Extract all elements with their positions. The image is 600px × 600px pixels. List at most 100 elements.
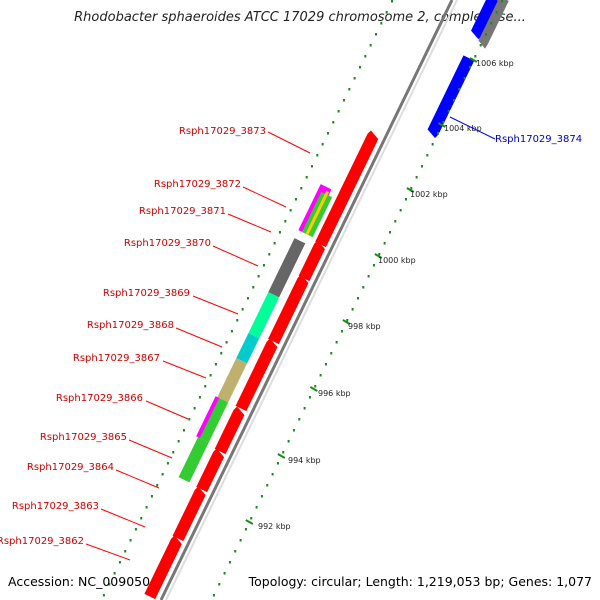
dotted-track-inner — [239, 539, 242, 542]
cog-sliver-b[interactable] — [305, 190, 330, 235]
gene-label-3866[interactable]: Rsph17029_3866 — [56, 393, 143, 404]
dotted-track-inner — [314, 385, 317, 388]
feature-track — [144, 0, 509, 600]
gene-label-3867[interactable]: Rsph17029_3867 — [73, 353, 160, 364]
cog-segment-4[interactable] — [236, 333, 260, 364]
cog-segment-2[interactable] — [268, 238, 306, 298]
dotted-track-outer — [177, 440, 180, 443]
kbp-tick-0 — [469, 57, 478, 63]
dotted-track-outer — [273, 242, 276, 245]
dotted-track-inner — [420, 165, 423, 168]
dotted-track-inner — [298, 418, 301, 421]
dotted-track-outer — [161, 473, 164, 476]
dotted-track-inner — [287, 440, 290, 443]
gene-label-3869[interactable]: Rsph17029_3869 — [103, 288, 190, 299]
dotted-track-inner — [367, 275, 370, 278]
dotted-track-outer — [369, 44, 372, 47]
dotted-track-outer — [214, 363, 217, 366]
gene-forward-4[interactable] — [214, 406, 245, 455]
gene-unknown-top[interactable] — [478, 0, 509, 49]
scale-label-1000: 1000 kbp — [378, 256, 416, 265]
dotted-track-inner — [458, 88, 461, 91]
dotted-track-outer — [294, 198, 297, 201]
kbp-tick-1 — [437, 122, 446, 128]
dotted-track-outer — [284, 220, 287, 223]
scale-label-1006: 1006 kbp — [476, 59, 514, 68]
gene-label-3868[interactable]: Rsph17029_3868 — [87, 320, 174, 331]
cog-sliver-a[interactable] — [196, 396, 220, 439]
gene-label-3873[interactable]: Rsph17029_3873 — [179, 126, 266, 137]
dotted-track-outer — [364, 55, 367, 58]
dotted-track-inner — [399, 209, 402, 212]
dotted-track-inner — [378, 253, 381, 256]
dotted-track-outer — [289, 209, 292, 212]
dotted-track-outer — [252, 286, 255, 289]
dotted-track-inner — [495, 11, 498, 14]
dotted-track-inner — [474, 55, 477, 58]
dotted-track-outer — [257, 275, 260, 278]
kbp-tick-3 — [374, 253, 383, 259]
dotted-track-inner — [255, 506, 258, 509]
dotted-track-inner — [442, 121, 445, 124]
scale-label-992: 992 kbp — [258, 522, 291, 531]
cog-segment-6[interactable] — [197, 397, 229, 443]
dotted-track-inner — [356, 297, 359, 300]
dotted-track-outer — [380, 22, 383, 25]
dotted-track-inner — [223, 572, 226, 575]
dotted-track-inner — [218, 583, 221, 586]
cog-segment-5[interactable] — [217, 358, 248, 403]
gene-reverse-0[interactable] — [471, 0, 499, 40]
dotted-track-outer — [337, 110, 340, 113]
gene-label-3865[interactable]: Rsph17029_3865 — [40, 432, 127, 443]
scale-label-1002: 1002 kbp — [410, 190, 448, 199]
dotted-track-outer — [145, 506, 148, 509]
gene-reverse-1[interactable] — [427, 55, 475, 138]
gene-forward-0[interactable] — [315, 130, 379, 248]
dotted-track-inner — [351, 308, 354, 311]
dotted-track-outer — [236, 319, 239, 322]
cog-segment-3[interactable] — [248, 292, 280, 339]
dotted-track-outer — [332, 121, 335, 124]
gene-label-3863[interactable]: Rsph17029_3863 — [12, 501, 99, 512]
dotted-track-inner — [490, 22, 493, 25]
dotted-track-outer — [321, 143, 324, 146]
gene-label-3871[interactable]: Rsph17029_3871 — [139, 206, 226, 217]
gene-label-3872[interactable]: Rsph17029_3872 — [154, 179, 241, 190]
dotted-track-inner — [404, 198, 407, 201]
dotted-track-outer — [188, 418, 191, 421]
cog-segment-7[interactable] — [178, 437, 209, 483]
dotted-track-outer — [140, 517, 143, 520]
gene-label-3864[interactable]: Rsph17029_3864 — [27, 462, 114, 473]
gene-forward-3[interactable] — [235, 338, 278, 412]
dotted-track-inner — [266, 484, 269, 487]
dotted-track-outer — [156, 484, 159, 487]
dotted-track-outer — [118, 561, 121, 564]
gene-forward-5[interactable] — [196, 448, 225, 493]
dotted-track-outer — [230, 330, 233, 333]
gene-label-3862[interactable]: Rsph17029_3862 — [0, 536, 84, 547]
dotted-track-inner — [426, 154, 429, 157]
dotted-track-inner — [383, 242, 386, 245]
gene-forward-2[interactable] — [268, 274, 309, 345]
dotted-track-outer — [134, 528, 137, 531]
dotted-track-outer — [166, 462, 169, 465]
gene-forward-1[interactable] — [298, 240, 325, 282]
backbone — [159, 0, 458, 600]
dotted-track-outer — [209, 374, 212, 377]
dotted-track-inner — [372, 264, 375, 267]
gene-label-3874[interactable]: Rsph17029_3874 — [495, 134, 582, 145]
dotted-track-outer — [193, 407, 196, 410]
dotted-track-outer — [358, 66, 361, 69]
dotted-track-outer — [374, 33, 377, 36]
gene-forward-7[interactable] — [144, 535, 182, 600]
gene-label-3870[interactable]: Rsph17029_3870 — [124, 238, 211, 249]
dotted-track-inner — [250, 517, 253, 520]
dotted-track-outer — [348, 88, 351, 91]
dotted-track-outer — [342, 99, 345, 102]
gene-forward-6[interactable] — [172, 486, 206, 542]
dotted-track-outer — [129, 539, 132, 542]
dotted-track-inner — [340, 330, 343, 333]
dotted-track-inner — [452, 99, 455, 102]
dotted-track-inner — [388, 231, 391, 234]
